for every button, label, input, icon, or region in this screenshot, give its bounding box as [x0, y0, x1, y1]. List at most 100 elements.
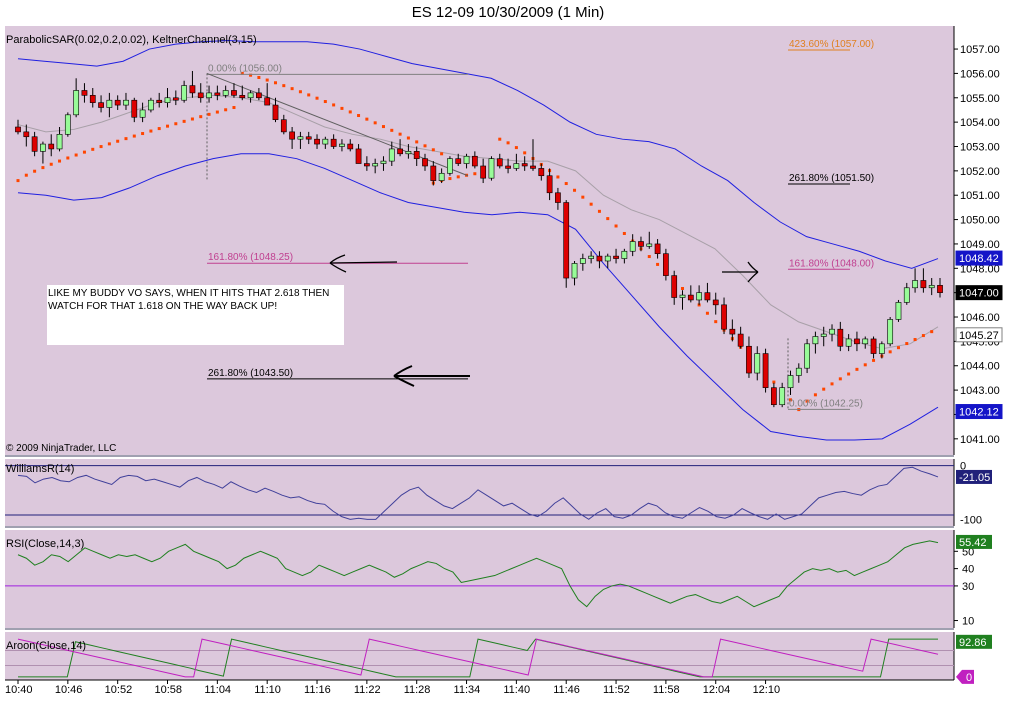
candle-body [430, 165, 437, 181]
candle-body [314, 138, 320, 145]
candle-body [289, 131, 295, 140]
candle-body [862, 338, 869, 345]
candle-body [571, 263, 578, 279]
sar-dot [573, 188, 577, 192]
fib-level-label: 161.80% (1048.25) [208, 252, 293, 263]
sar-dot [647, 255, 651, 259]
price-axis-label: 1046.00 [960, 312, 1000, 324]
sar-dot [74, 153, 78, 157]
price-marker-label: 1045.27 [959, 330, 999, 342]
sar-dot [830, 382, 834, 386]
candle-body [56, 134, 63, 150]
time-axis-label: 11:46 [553, 684, 580, 696]
price-axis-label: 1051.00 [960, 190, 1000, 202]
time-axis-label: 11:04 [204, 684, 231, 696]
sar-dot [581, 195, 585, 199]
sar-dot [190, 117, 194, 121]
rsi-value-label: 55.42 [959, 537, 987, 549]
candle-body [804, 343, 810, 369]
price-marker [955, 285, 1003, 301]
sar-dot [166, 124, 170, 128]
keltner-upper-band [17, 40, 939, 269]
time-axis-label: 10:40 [5, 684, 33, 696]
sar-dot [398, 132, 402, 136]
sar-dot [523, 151, 527, 155]
sar-dot [141, 132, 145, 136]
sar-dot [431, 148, 435, 152]
candle-body [81, 90, 88, 96]
candle-body [937, 285, 943, 293]
panel-wr-background [5, 459, 954, 526]
candle-body [696, 292, 702, 301]
window-title: ES 12-09 10/30/2009 (1 Min) [0, 0, 1016, 26]
sar-dot [589, 202, 593, 206]
sar-dot [49, 162, 53, 166]
fib-level-label: 261.80% (1051.50) [789, 173, 874, 184]
fib-level-label: 0.00% (1042.25) [789, 398, 863, 409]
candle-body [820, 333, 827, 337]
sar-dot [772, 380, 776, 384]
candle-body [388, 148, 395, 162]
sar-dot [714, 320, 718, 324]
sar-dot [888, 350, 892, 354]
sar-dot [506, 141, 510, 145]
candle-body [613, 255, 619, 259]
candle-body [928, 285, 935, 289]
chart-canvas[interactable]: 1057.00 1056.00 1055.00 1054.00 1053.00 1052.… [0, 26, 1016, 719]
candle-body [463, 155, 470, 164]
sar-dot [614, 224, 618, 228]
candle-body [164, 97, 171, 103]
candle-body [812, 336, 819, 345]
candle-body [98, 102, 104, 108]
sar-dot [215, 110, 219, 114]
sar-dot [921, 334, 925, 338]
candle-body [746, 345, 752, 374]
candle-body [878, 343, 885, 354]
sar-dot [357, 114, 361, 118]
candle-body [521, 163, 528, 167]
hand-arrow-icon [393, 365, 470, 387]
panel-price-axis-area [954, 26, 1016, 455]
sar-dot [838, 377, 842, 381]
sar-dot [16, 179, 20, 183]
candle-body [671, 275, 678, 298]
price-marker [955, 250, 1003, 266]
price-axis-label: 1044.00 [960, 361, 1000, 373]
sar-dot [290, 87, 294, 91]
sar-dot [265, 78, 269, 82]
sar-dot [448, 177, 452, 181]
candle-body [762, 353, 769, 388]
sar-dot [390, 128, 394, 132]
sar-dot [224, 108, 228, 112]
candle-body [405, 151, 412, 155]
candle-body [854, 338, 860, 345]
sar-dot [813, 393, 817, 397]
hand-arrow-icon [329, 254, 398, 273]
candle-body [754, 353, 761, 374]
price-axis-label: 1041.00 [960, 434, 1000, 446]
candle-body [48, 143, 55, 150]
candle-body [870, 338, 877, 354]
rsi-value-marker [956, 534, 992, 549]
candle-body [829, 328, 835, 335]
time-axis-label: 11:52 [603, 684, 630, 696]
sar-dot [872, 358, 876, 362]
candle-body [555, 192, 561, 203]
williams-value-label: -21.05 [959, 472, 990, 484]
rsi-axis-label: 10 [962, 616, 974, 628]
sar-dot [855, 367, 859, 371]
candle-body [247, 92, 254, 99]
candle-body [604, 255, 611, 262]
candle-body [563, 202, 570, 279]
sar-dot [282, 84, 286, 88]
sar-dot [498, 137, 502, 141]
sar-dot [564, 182, 568, 186]
price-marker-label: 1042.12 [959, 407, 999, 419]
candle-body [156, 99, 163, 103]
candle-body [687, 294, 694, 301]
candle-body [31, 136, 38, 152]
sar-dot [273, 81, 277, 85]
candle-body [596, 255, 603, 262]
candle-body [239, 95, 246, 99]
candle-body [123, 99, 129, 106]
